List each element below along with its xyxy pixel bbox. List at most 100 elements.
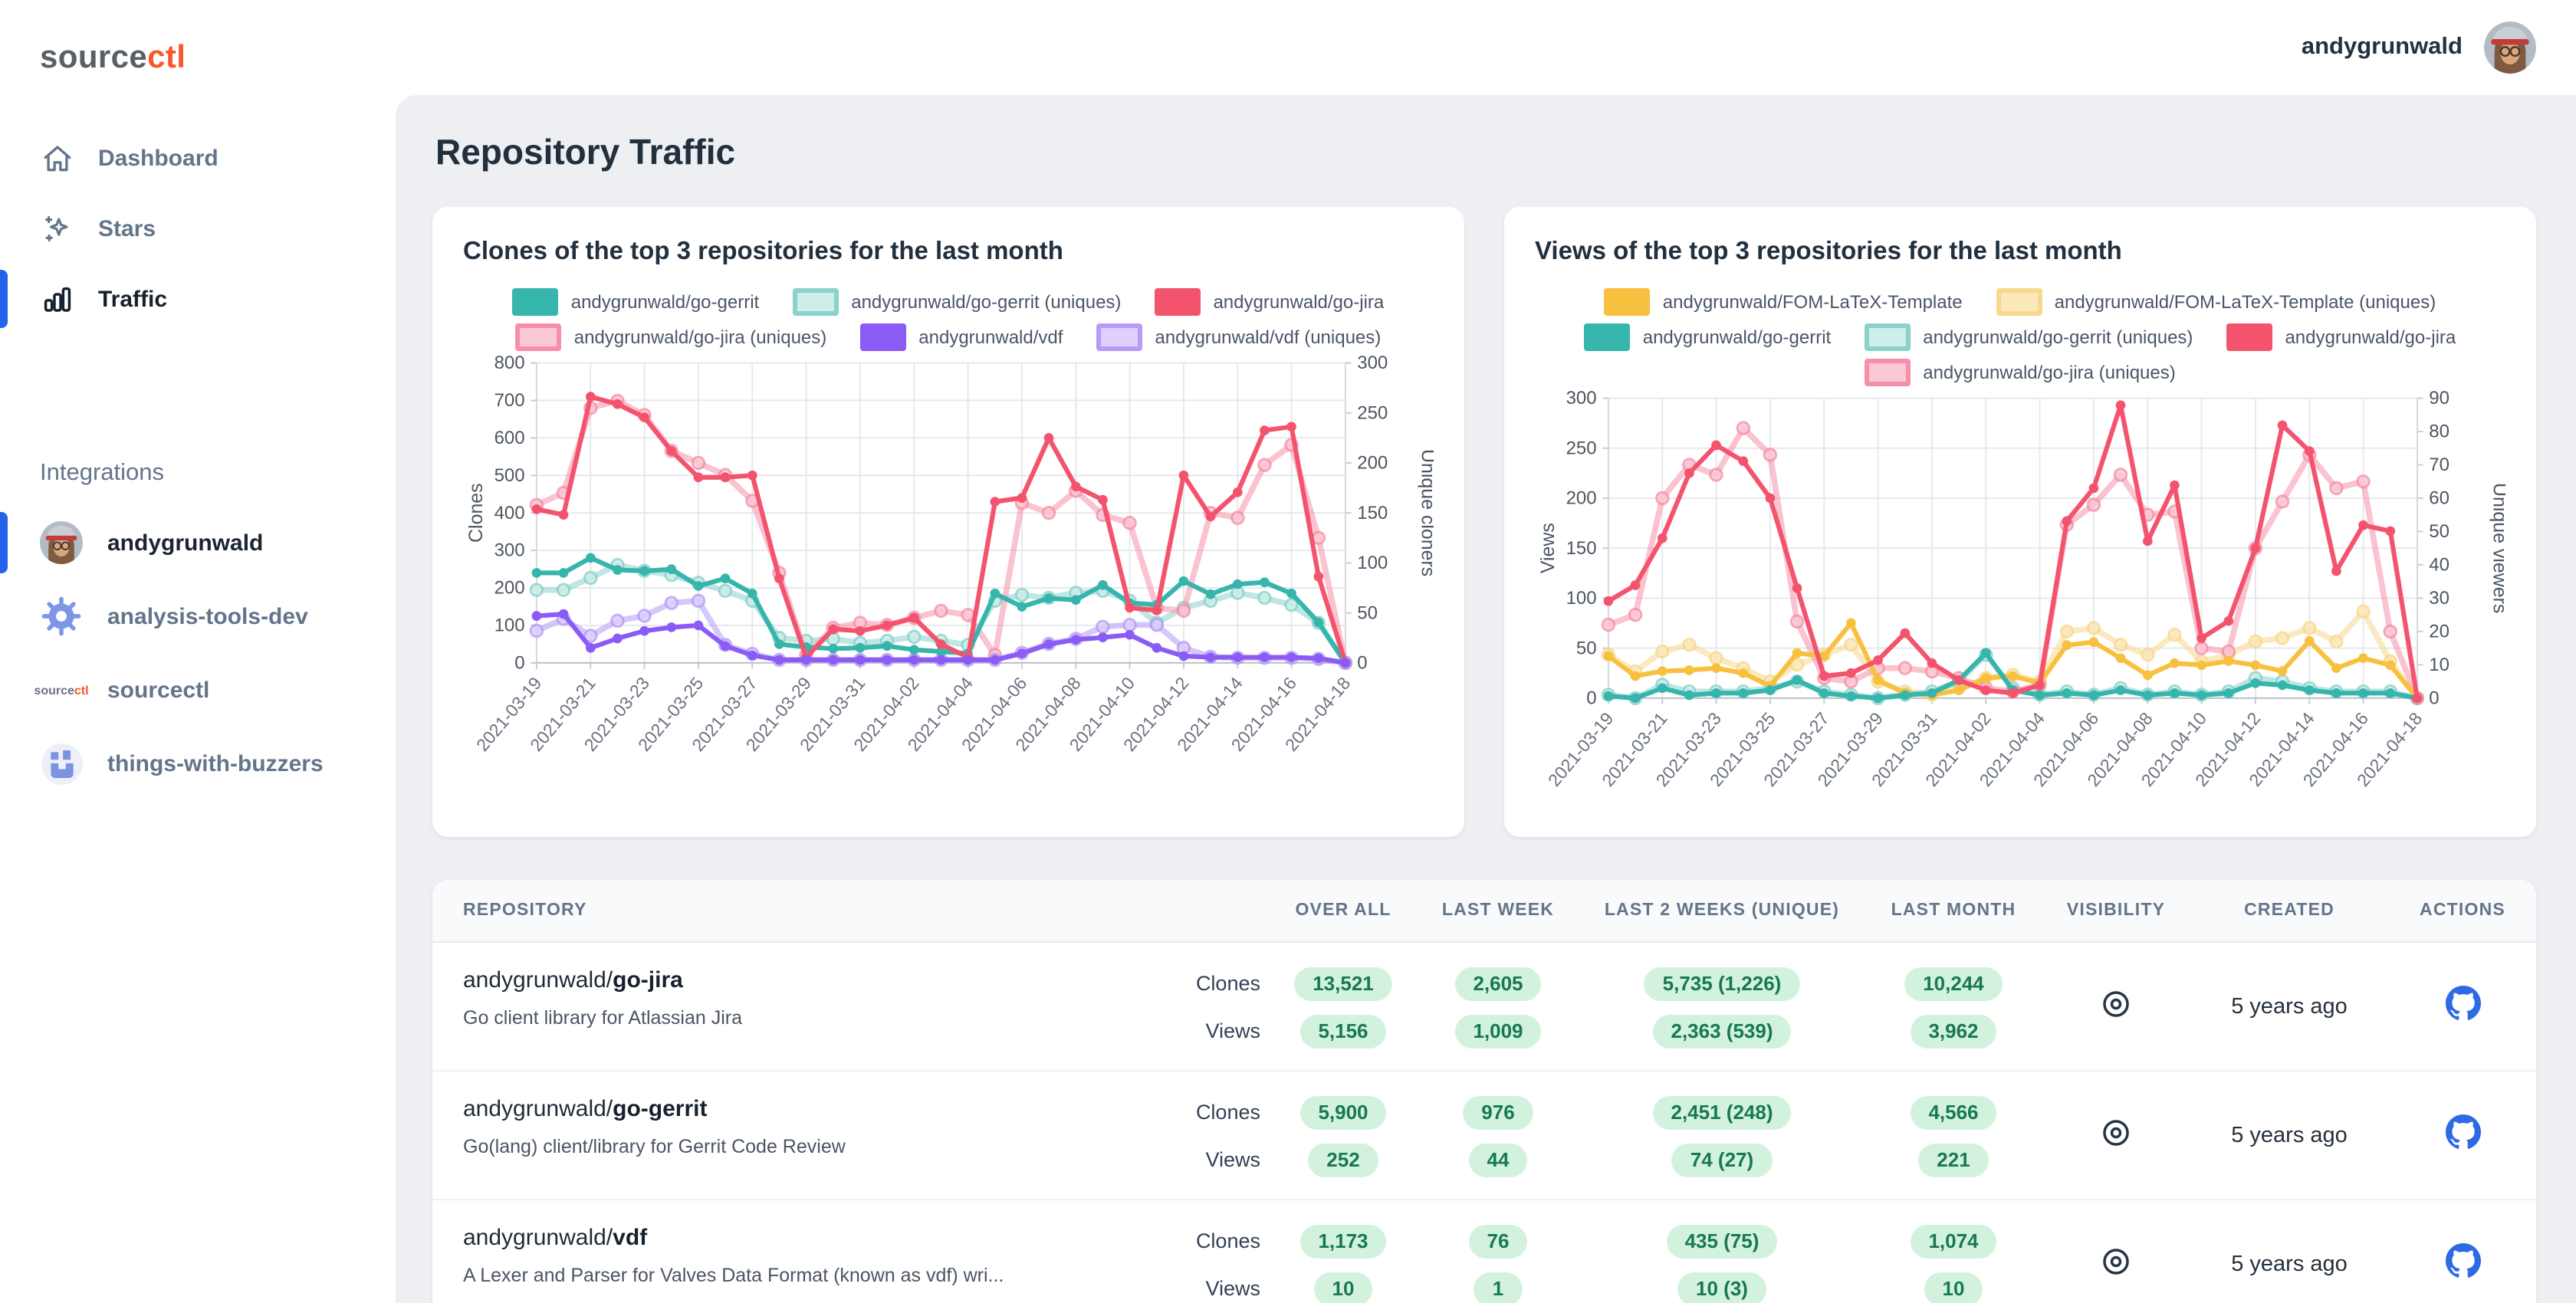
legend-label: andygrunwald/go-jira [1213,291,1385,313]
metric-badge: 5,900 [1300,1095,1387,1130]
svg-text:90: 90 [2429,389,2450,409]
buzzers-logo [40,742,83,785]
legend-label: andygrunwald/go-jira (uniques) [573,327,827,348]
main-content: Repository Traffic Clones of the top 3 r… [396,95,2576,1303]
repo-name[interactable]: andygrunwald/go-gerrit [463,1095,708,1122]
legend-row: andygrunwald/go-gerrit andygrunwald/go-ge… [463,288,1434,316]
metric-badge: 2,451 (248) [1652,1095,1792,1130]
legend-row: andygrunwald/go-gerrit andygrunwald/go-ge… [1535,323,2505,351]
created-cell: 5 years ago [2231,1124,2348,1149]
table-header-row: REPOSITORY OVER ALL LAST WEEK LAST 2 WEEKS … [432,879,2536,943]
legend-item[interactable]: andygrunwald/go-jira [2226,323,2456,351]
github-icon[interactable] [2445,986,2480,1029]
svg-text:500: 500 [495,465,525,486]
sidebar-item-stars[interactable]: Stars [0,193,396,264]
legend-item[interactable]: andygrunwald/FOM-LaTeX-Template (uniques… [1996,288,2436,316]
legend-item[interactable]: andygrunwald/FOM-LaTeX-Template [1604,288,1963,316]
metric-values-last_week: 976 44 [1417,1095,1579,1177]
legend-item[interactable]: andygrunwald/go-jira (uniques) [515,323,827,351]
svg-text:0: 0 [1586,688,1596,708]
legend-label: andygrunwald/FOM-LaTeX-Template [1662,291,1963,313]
legend-item[interactable]: andygrunwald/go-jira (uniques) [1865,359,2176,386]
metric-badge: 252 [1308,1143,1378,1177]
svg-text:250: 250 [1357,402,1388,423]
legend-swatch [1584,323,1631,351]
metric-badge: 976 [1463,1095,1533,1130]
views-chart-legend: andygrunwald/FOM-LaTeX-Template andygrunw… [1535,288,2505,386]
integrations-heading: Integrations [40,460,164,486]
sidebar-item-label: Traffic [98,286,168,312]
integration-item-sourcectl[interactable]: sourcectl sourcectl [0,653,396,727]
sidebar-item-traffic[interactable]: Traffic [0,264,396,334]
active-indicator [0,270,8,328]
legend-item[interactable]: andygrunwald/go-gerrit (uniques) [1865,323,2193,351]
metric-badge: 5,156 [1300,1014,1387,1049]
legend-row: andygrunwald/go-jira (uniques) andygrunwa… [463,323,1434,351]
legend-label: andygrunwald/go-jira (uniques) [1923,362,2176,383]
current-user-name: andygrunwald [2301,34,2463,60]
legend-swatch [1865,323,1911,351]
sidebar-item-dashboard[interactable]: Dashboard [0,123,396,193]
metric-values-overall: 1,173 10 [1270,1224,1417,1303]
svg-text:80: 80 [2429,422,2450,442]
svg-text:100: 100 [1357,553,1388,573]
legend-item[interactable]: andygrunwald/vdf [860,323,1063,351]
integration-item-andygrunwald[interactable]: andygrunwald [0,506,396,579]
legend-label: andygrunwald/go-gerrit [570,291,760,313]
legend-swatch [1604,288,1651,316]
metric-badge: 10,244 [1904,967,2003,1001]
column-header-actions: ACTIONS [2420,901,2505,920]
svg-text:0: 0 [514,652,524,673]
bar-chart-icon [40,282,74,316]
github-icon[interactable] [2445,1114,2480,1158]
sourcectl-logo[interactable]: sourcectl [0,28,396,123]
repo-cell: andygrunwald/vdf A Lexer and Parser for V… [432,1225,1135,1286]
metric-values-last_two_weeks: 5,735 (1,226) 2,363 (539) [1579,967,1865,1049]
svg-text:20: 20 [2429,622,2450,642]
sourcectl-logo: sourcectl [34,683,89,697]
integration-item-analysis-tools-dev[interactable]: analysis-tools-dev [0,579,396,653]
legend-label: andygrunwald/vdf (uniques) [1155,327,1382,348]
legend-swatch [1155,288,1201,316]
column-header-created: CREATED [2244,901,2334,920]
legend-item[interactable]: andygrunwald/vdf (uniques) [1096,323,1381,351]
primary-nav: Dashboard Stars Traffic [0,123,396,334]
column-header-last-2-weeks-unique-: LAST 2 WEEKS (UNIQUE) [1604,901,1840,920]
legend-label: andygrunwald/go-jira [2285,327,2456,348]
svg-text:700: 700 [495,390,525,411]
repo-name[interactable]: andygrunwald/go-jira [463,967,683,993]
column-header-visibility: VISIBILITY [2066,901,2166,920]
metric-badge: 1,173 [1300,1224,1387,1259]
views-line-chart: 2021-03-192021-03-212021-03-232021-03-25… [1537,389,2505,790]
metric-values-last_month: 1,074 10 [1865,1224,2042,1303]
legend-item[interactable]: andygrunwald/go-gerrit (uniques) [793,288,1121,316]
svg-text:70: 70 [2429,455,2450,475]
sidebar: sourcectl Dashboard Stars Traffic Integrat… [0,0,396,1303]
metric-badge: 2,363 (539) [1652,1014,1792,1049]
metric-label: Views [1205,1276,1260,1300]
eye-icon [2099,1245,2133,1286]
repo-name[interactable]: andygrunwald/vdf [463,1224,648,1251]
github-icon[interactable] [2445,1243,2480,1287]
metric-values-last_week: 2,605 1,009 [1417,967,1579,1049]
created-cell: 5 years ago [2231,995,2348,1020]
svg-text:Unique viewers: Unique viewers [2489,483,2505,613]
svg-text:10: 10 [2429,655,2450,675]
legend-item[interactable]: andygrunwald/go-gerrit [512,288,760,316]
svg-text:40: 40 [2429,555,2450,576]
metric-badge: 76 [1468,1224,1528,1259]
views-chart-title: Views of the top 3 repositories for the … [1535,238,2122,265]
user-avatar[interactable] [2484,21,2536,74]
eye-icon [2099,987,2133,1029]
repository-table: REPOSITORY OVER ALL LAST WEEK LAST 2 WEEKS … [432,879,2536,1303]
metric-labels: Clones Views [1135,1225,1270,1303]
legend-item[interactable]: andygrunwald/go-gerrit [1584,323,1832,351]
legend-swatch [1996,288,2042,316]
svg-text:300: 300 [495,540,525,561]
sidebar-item-label: Stars [98,215,156,241]
clones-chart-title: Clones of the top 3 repositories for the… [463,238,1063,265]
legend-item[interactable]: andygrunwald/go-jira [1155,288,1384,316]
integration-item-things-with-buzzers[interactable]: things-with-buzzers [0,727,396,800]
legend-label: andygrunwald/go-gerrit [1642,327,1832,348]
